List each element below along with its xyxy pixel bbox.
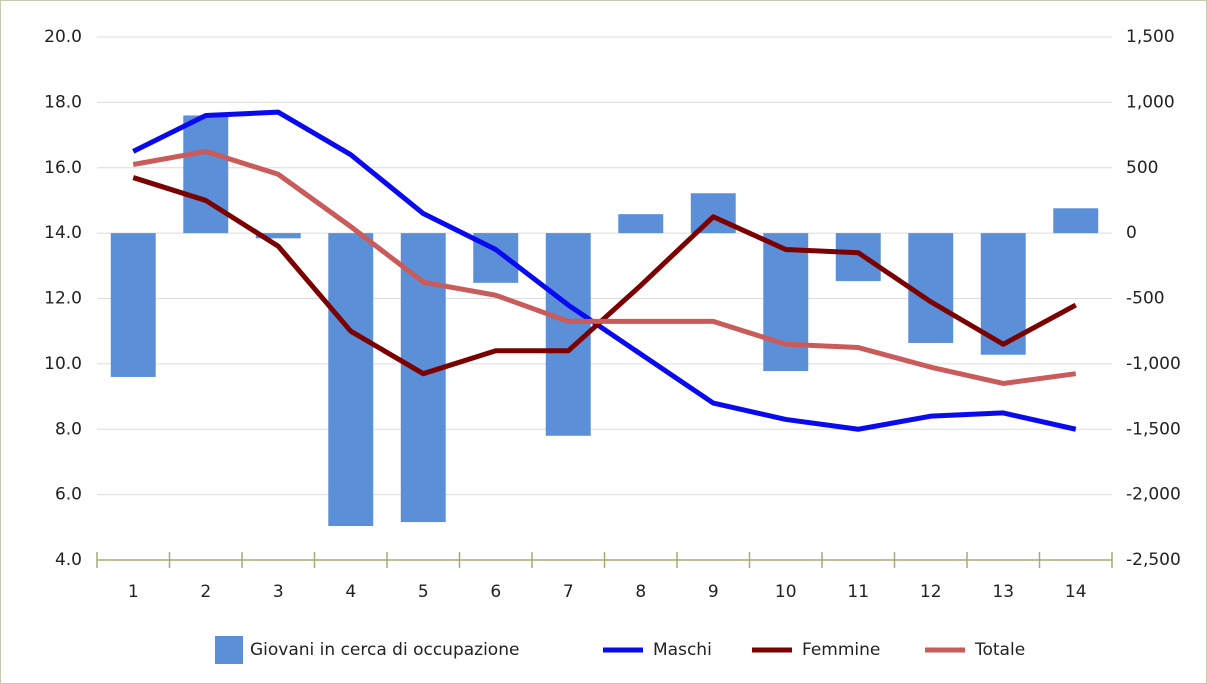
y2-tick-label: 0 xyxy=(1126,223,1137,243)
y2-tick-label: -1,500 xyxy=(1126,419,1181,439)
y2-tick-label: 500 xyxy=(1126,158,1158,178)
x-tick-label: 7 xyxy=(563,582,574,602)
legend-label: Femmine xyxy=(802,640,880,660)
y2-tick-label: -1,000 xyxy=(1126,354,1181,374)
bar xyxy=(1053,208,1099,234)
line xyxy=(132,109,1077,432)
x-tick-label: 3 xyxy=(273,582,284,602)
x-tick-label: 6 xyxy=(490,582,501,602)
y-tick-label: 8.0 xyxy=(55,419,82,439)
bar xyxy=(908,233,954,343)
x-tick-label: 14 xyxy=(1065,582,1087,602)
legend-label: Giovani in cerca di occupazione xyxy=(250,640,519,660)
y2-tick-label: -2,500 xyxy=(1126,550,1181,570)
y2-tick-label: -2,000 xyxy=(1126,485,1181,505)
legend-label: Totale xyxy=(974,640,1025,660)
y2-tick-label: -500 xyxy=(1126,289,1165,309)
x-tick-label: 13 xyxy=(992,582,1014,602)
bar xyxy=(400,233,446,523)
x-tick-label: 2 xyxy=(200,582,211,602)
y-tick-label: 10.0 xyxy=(44,354,82,374)
bar xyxy=(690,193,736,234)
y-tick-label: 12.0 xyxy=(44,289,82,309)
x-tick-label: 11 xyxy=(847,582,869,602)
bar xyxy=(183,115,229,234)
x-tick-label: 10 xyxy=(775,582,797,602)
y-tick-label: 18.0 xyxy=(44,92,82,112)
x-tick-label: 1 xyxy=(128,582,139,602)
y-tick-label: 14.0 xyxy=(44,223,82,243)
legend-swatch xyxy=(215,636,243,664)
bar xyxy=(255,233,301,239)
x-tick-label: 5 xyxy=(418,582,429,602)
y2-tick-label: 1,500 xyxy=(1126,27,1175,47)
legend-label: Maschi xyxy=(653,640,712,660)
bar xyxy=(763,233,809,372)
x-tick-label: 8 xyxy=(635,582,646,602)
y-tick-label: 4.0 xyxy=(55,550,82,570)
x-tick-label: 4 xyxy=(345,582,356,602)
bar xyxy=(618,214,664,234)
bar xyxy=(835,233,881,282)
bar xyxy=(328,233,374,527)
line xyxy=(132,175,1077,377)
y2-tick-label: 1,000 xyxy=(1126,92,1175,112)
x-tick-label: 12 xyxy=(920,582,942,602)
bar xyxy=(110,233,156,377)
line xyxy=(132,148,1077,386)
y-tick-label: 20.0 xyxy=(44,27,82,47)
x-tick-label: 9 xyxy=(708,582,719,602)
y-tick-label: 6.0 xyxy=(55,485,82,505)
y-tick-label: 16.0 xyxy=(44,158,82,178)
